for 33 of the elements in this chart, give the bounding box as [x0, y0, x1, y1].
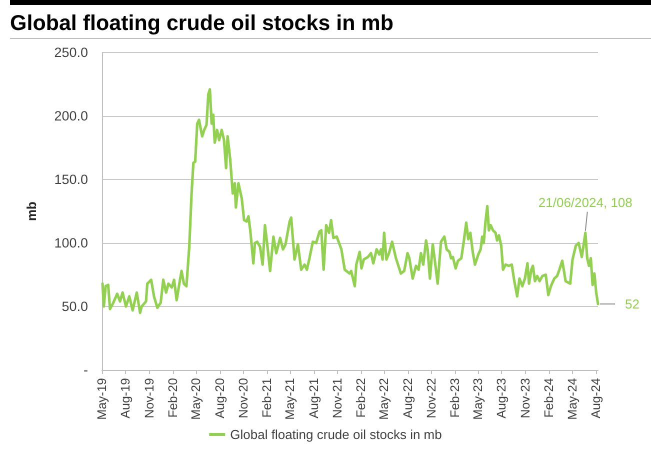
x-tick-label: Nov-22	[424, 378, 438, 418]
x-tick-label: Aug-24	[588, 378, 603, 418]
annotation: 21/06/2024, 108	[538, 194, 632, 210]
x-tick-label: Aug-22	[400, 378, 415, 418]
x-tick-label: Feb-24	[542, 378, 556, 418]
y-tick-label: -	[84, 362, 88, 378]
y-tick-label: 250.0	[54, 45, 88, 60]
x-tick-label: Feb-23	[448, 378, 462, 418]
x-tick-label: Aug-23	[494, 378, 509, 418]
x-tick-label: May-19	[95, 378, 109, 420]
x-tick-label: Feb-22	[354, 378, 368, 418]
x-tick-label: May-22	[377, 378, 392, 420]
y-tick-label: 100.0	[54, 236, 88, 250]
x-tick-label: Aug-21	[306, 378, 321, 418]
x-tick-label: Feb-20	[166, 378, 180, 418]
y-axis-title: mb	[24, 201, 39, 221]
x-tick-label: May-20	[189, 378, 204, 420]
x-tick-label: May-21	[283, 378, 298, 420]
x-tick-label: Aug-19	[118, 378, 133, 418]
x-tick-label: Nov-20	[236, 378, 251, 418]
x-tick-label: May-24	[565, 378, 580, 420]
y-tick-label: 50.0	[62, 299, 88, 314]
x-tick-label: May-23	[471, 378, 486, 420]
y-tick-label: 150.0	[54, 172, 88, 187]
chart-title: Global floating crude oil stocks in mb	[10, 11, 394, 35]
annotation: 52	[625, 296, 640, 312]
x-tick-label: Nov-21	[330, 378, 345, 418]
x-tick-label: Feb-21	[260, 378, 274, 418]
y-tick-label: 200.0	[54, 108, 88, 124]
x-tick-label: Nov-19	[142, 378, 156, 418]
legend-label: Global floating crude oil stocks in mb	[230, 427, 442, 442]
x-tick-label: Aug-20	[212, 378, 227, 418]
x-tick-label: Nov-23	[518, 378, 532, 418]
